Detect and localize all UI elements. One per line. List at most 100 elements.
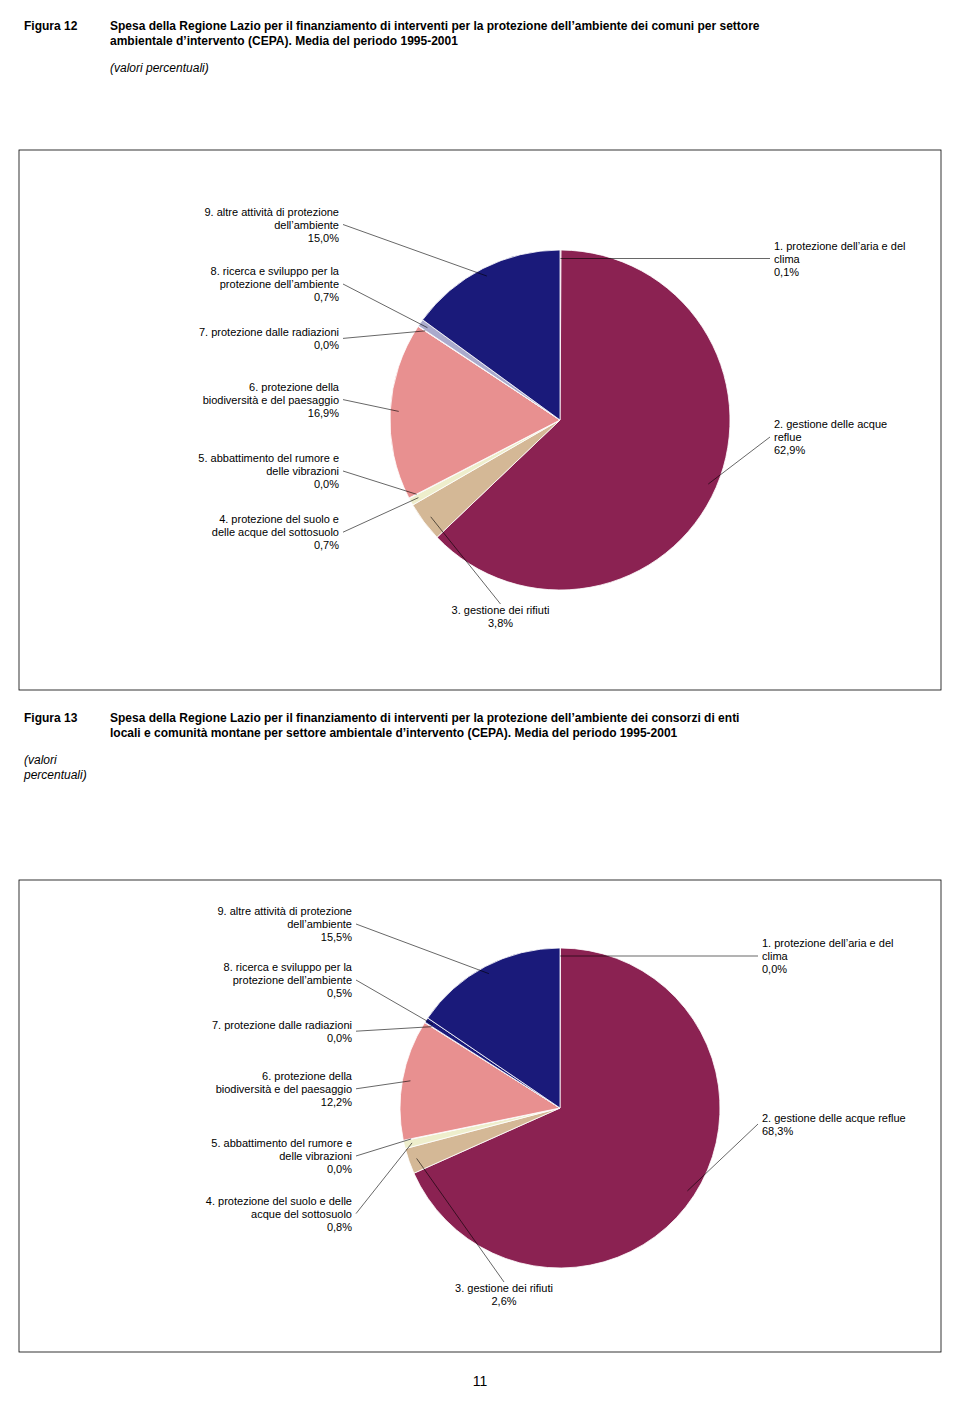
value-label: 0,0% — [314, 478, 339, 490]
category-line: dell’ambiente — [287, 918, 352, 930]
title: Spesa della Regione Lazio per il finanzi… — [110, 19, 760, 48]
title-line: locali e comunità montane per settore am… — [110, 726, 678, 740]
category-line: delle vibrazioni — [279, 1150, 352, 1162]
value-label: 0,0% — [762, 963, 787, 975]
leader-line — [687, 1124, 758, 1191]
figure-label: Figura 12 — [24, 19, 78, 33]
category-line: clima — [774, 253, 801, 265]
figure-label: Figura 13 — [24, 711, 78, 725]
leader-line — [561, 258, 770, 259]
pie — [390, 250, 730, 590]
category-line: 7. protezione dalle radiazioni — [212, 1019, 352, 1031]
title-line: Spesa della Regione Lazio per il finanzi… — [110, 19, 760, 33]
title-line: ambientale d’intervento (CEPA). Media de… — [110, 34, 458, 48]
leader-line — [356, 924, 489, 974]
category-line: biodiversità e del paesaggio — [216, 1083, 352, 1095]
category-line: 6. protezione della — [262, 1070, 353, 1082]
leader-line — [431, 517, 501, 604]
category-line: 5. abbattimento del rumore e — [211, 1137, 352, 1149]
labels: 1. protezione dell’aria e delclima0,1% 2.… — [198, 206, 905, 630]
slice-label: 6. protezione dellabiodiversità e del pa… — [216, 1070, 353, 1108]
labels: 1. protezione dell’aria e delclima0,0%2.… — [206, 905, 906, 1307]
category-line: clima — [762, 950, 789, 962]
value-label: 15,5% — [321, 931, 352, 943]
value-label: 0,8% — [327, 1221, 352, 1233]
slice-label: 7. protezione dalle radiazioni0,0% — [199, 326, 339, 351]
category-line: 4. protezione del suolo e delle — [206, 1195, 352, 1207]
pie — [400, 948, 720, 1268]
value-label: 68,3% — [762, 1125, 793, 1137]
value-label: 0,1% — [774, 266, 799, 278]
slice-label: 3. gestione dei rifiuti2,6% — [455, 1282, 553, 1307]
category-line: 4. protezione del suolo e — [219, 513, 339, 525]
value-label: 16,9% — [308, 407, 339, 419]
leader-line — [560, 956, 758, 957]
category-line: 7. protezione dalle radiazioni — [199, 326, 339, 338]
leader-line — [343, 471, 417, 494]
category-line: 8. ricerca e sviluppo per la — [211, 265, 340, 277]
category-line: 9. altre attività di protezione — [204, 206, 339, 218]
slice-label: 5. abbattimento del rumore edelle vibraz… — [198, 452, 339, 490]
value-label: 12,2% — [321, 1096, 352, 1108]
category-line: 2. gestione delle acque reflue — [762, 1112, 906, 1124]
category-line: 3. gestione dei rifiuti — [455, 1282, 553, 1294]
value-label: 0,0% — [314, 339, 339, 351]
category-line: 8. ricerca e sviluppo per la — [224, 961, 353, 973]
leader-line — [343, 331, 425, 339]
slice-label: 8. ricerca e sviluppo per laprotezione d… — [211, 265, 340, 303]
frame — [19, 880, 941, 1352]
title: Spesa della Regione Lazio per il finanzi… — [110, 711, 739, 740]
leader-line — [417, 1158, 504, 1282]
value-label: 15,0% — [308, 232, 339, 244]
slice-label: 6. protezione dellabiodiversità e del pa… — [203, 381, 340, 419]
value-label: 0,7% — [314, 291, 339, 303]
value-label: 62,9% — [774, 444, 805, 456]
slice-label: 3. gestione dei rifiuti3,8% — [452, 604, 550, 629]
category-line: delle acque del sottosuolo — [212, 526, 339, 538]
category-line: delle vibrazioni — [266, 465, 339, 477]
slice-label: 7. protezione dalle radiazioni0,0% — [212, 1019, 352, 1044]
value-label: 0,5% — [327, 987, 352, 999]
value-label: 3,8% — [488, 617, 513, 629]
page-number: 11 — [473, 1373, 488, 1389]
category-line: 1. protezione dell’aria e del — [762, 937, 893, 949]
slice-label: 4. protezione del suolo e delleacque del… — [206, 1195, 352, 1233]
subtitle: (valoripercentuali) — [23, 753, 87, 782]
leader-line — [356, 1139, 411, 1156]
leader-line — [356, 1081, 410, 1089]
slice — [423, 250, 560, 420]
value-label: 0,0% — [327, 1032, 352, 1044]
slice-label: 1. protezione dell’aria e delclima0,0% — [762, 937, 893, 975]
frame — [19, 150, 941, 690]
category-line: 6. protezione della — [249, 381, 340, 393]
pie-section: Figura 13 Spesa della Regione Lazio per i… — [19, 711, 941, 1352]
slice-label: 1. protezione dell’aria e delclima0,1% — [774, 240, 905, 278]
category-line: 3. gestione dei rifiuti — [452, 604, 550, 616]
category-line: 5. abbattimento del rumore e — [198, 452, 339, 464]
subtitle-line: percentuali) — [23, 768, 87, 782]
slice-label: 8. ricerca e sviluppo per laprotezione d… — [224, 961, 353, 999]
subtitle: (valori percentuali) — [110, 61, 209, 75]
leader-line — [343, 400, 399, 412]
value-label: 0,0% — [327, 1163, 352, 1175]
title-line: Spesa della Regione Lazio per il finanzi… — [110, 711, 739, 725]
category-line: 9. altre attività di protezione — [217, 905, 352, 917]
page: Figura 12 Spesa della Regione Lazio per i… — [0, 0, 960, 1406]
slice — [428, 948, 560, 1108]
subtitle-line: (valori — [24, 753, 57, 767]
leader-line — [356, 1027, 432, 1032]
category-line: protezione dell’ambiente — [233, 974, 352, 986]
leader-line — [708, 437, 770, 484]
pie-section: Figura 12 Spesa della Regione Lazio per i… — [19, 19, 941, 690]
category-line: 2. gestione delle acque — [774, 418, 887, 430]
slice-label: 5. abbattimento del rumore edelle vibraz… — [211, 1137, 352, 1175]
value-label: 0,7% — [314, 539, 339, 551]
slice-label: 2. gestione delle acquereflue62,9% — [774, 418, 887, 456]
category-line: biodiversità e del paesaggio — [203, 394, 339, 406]
slice-label: 2. gestione delle acque reflue68,3% — [762, 1112, 906, 1137]
background — [0, 0, 960, 1406]
leader-line — [343, 498, 418, 533]
category-line: acque del sottosuolo — [251, 1208, 352, 1220]
category-line: dell’ambiente — [274, 219, 339, 231]
slice-label: 9. altre attività di protezionedell’ambi… — [217, 905, 352, 943]
